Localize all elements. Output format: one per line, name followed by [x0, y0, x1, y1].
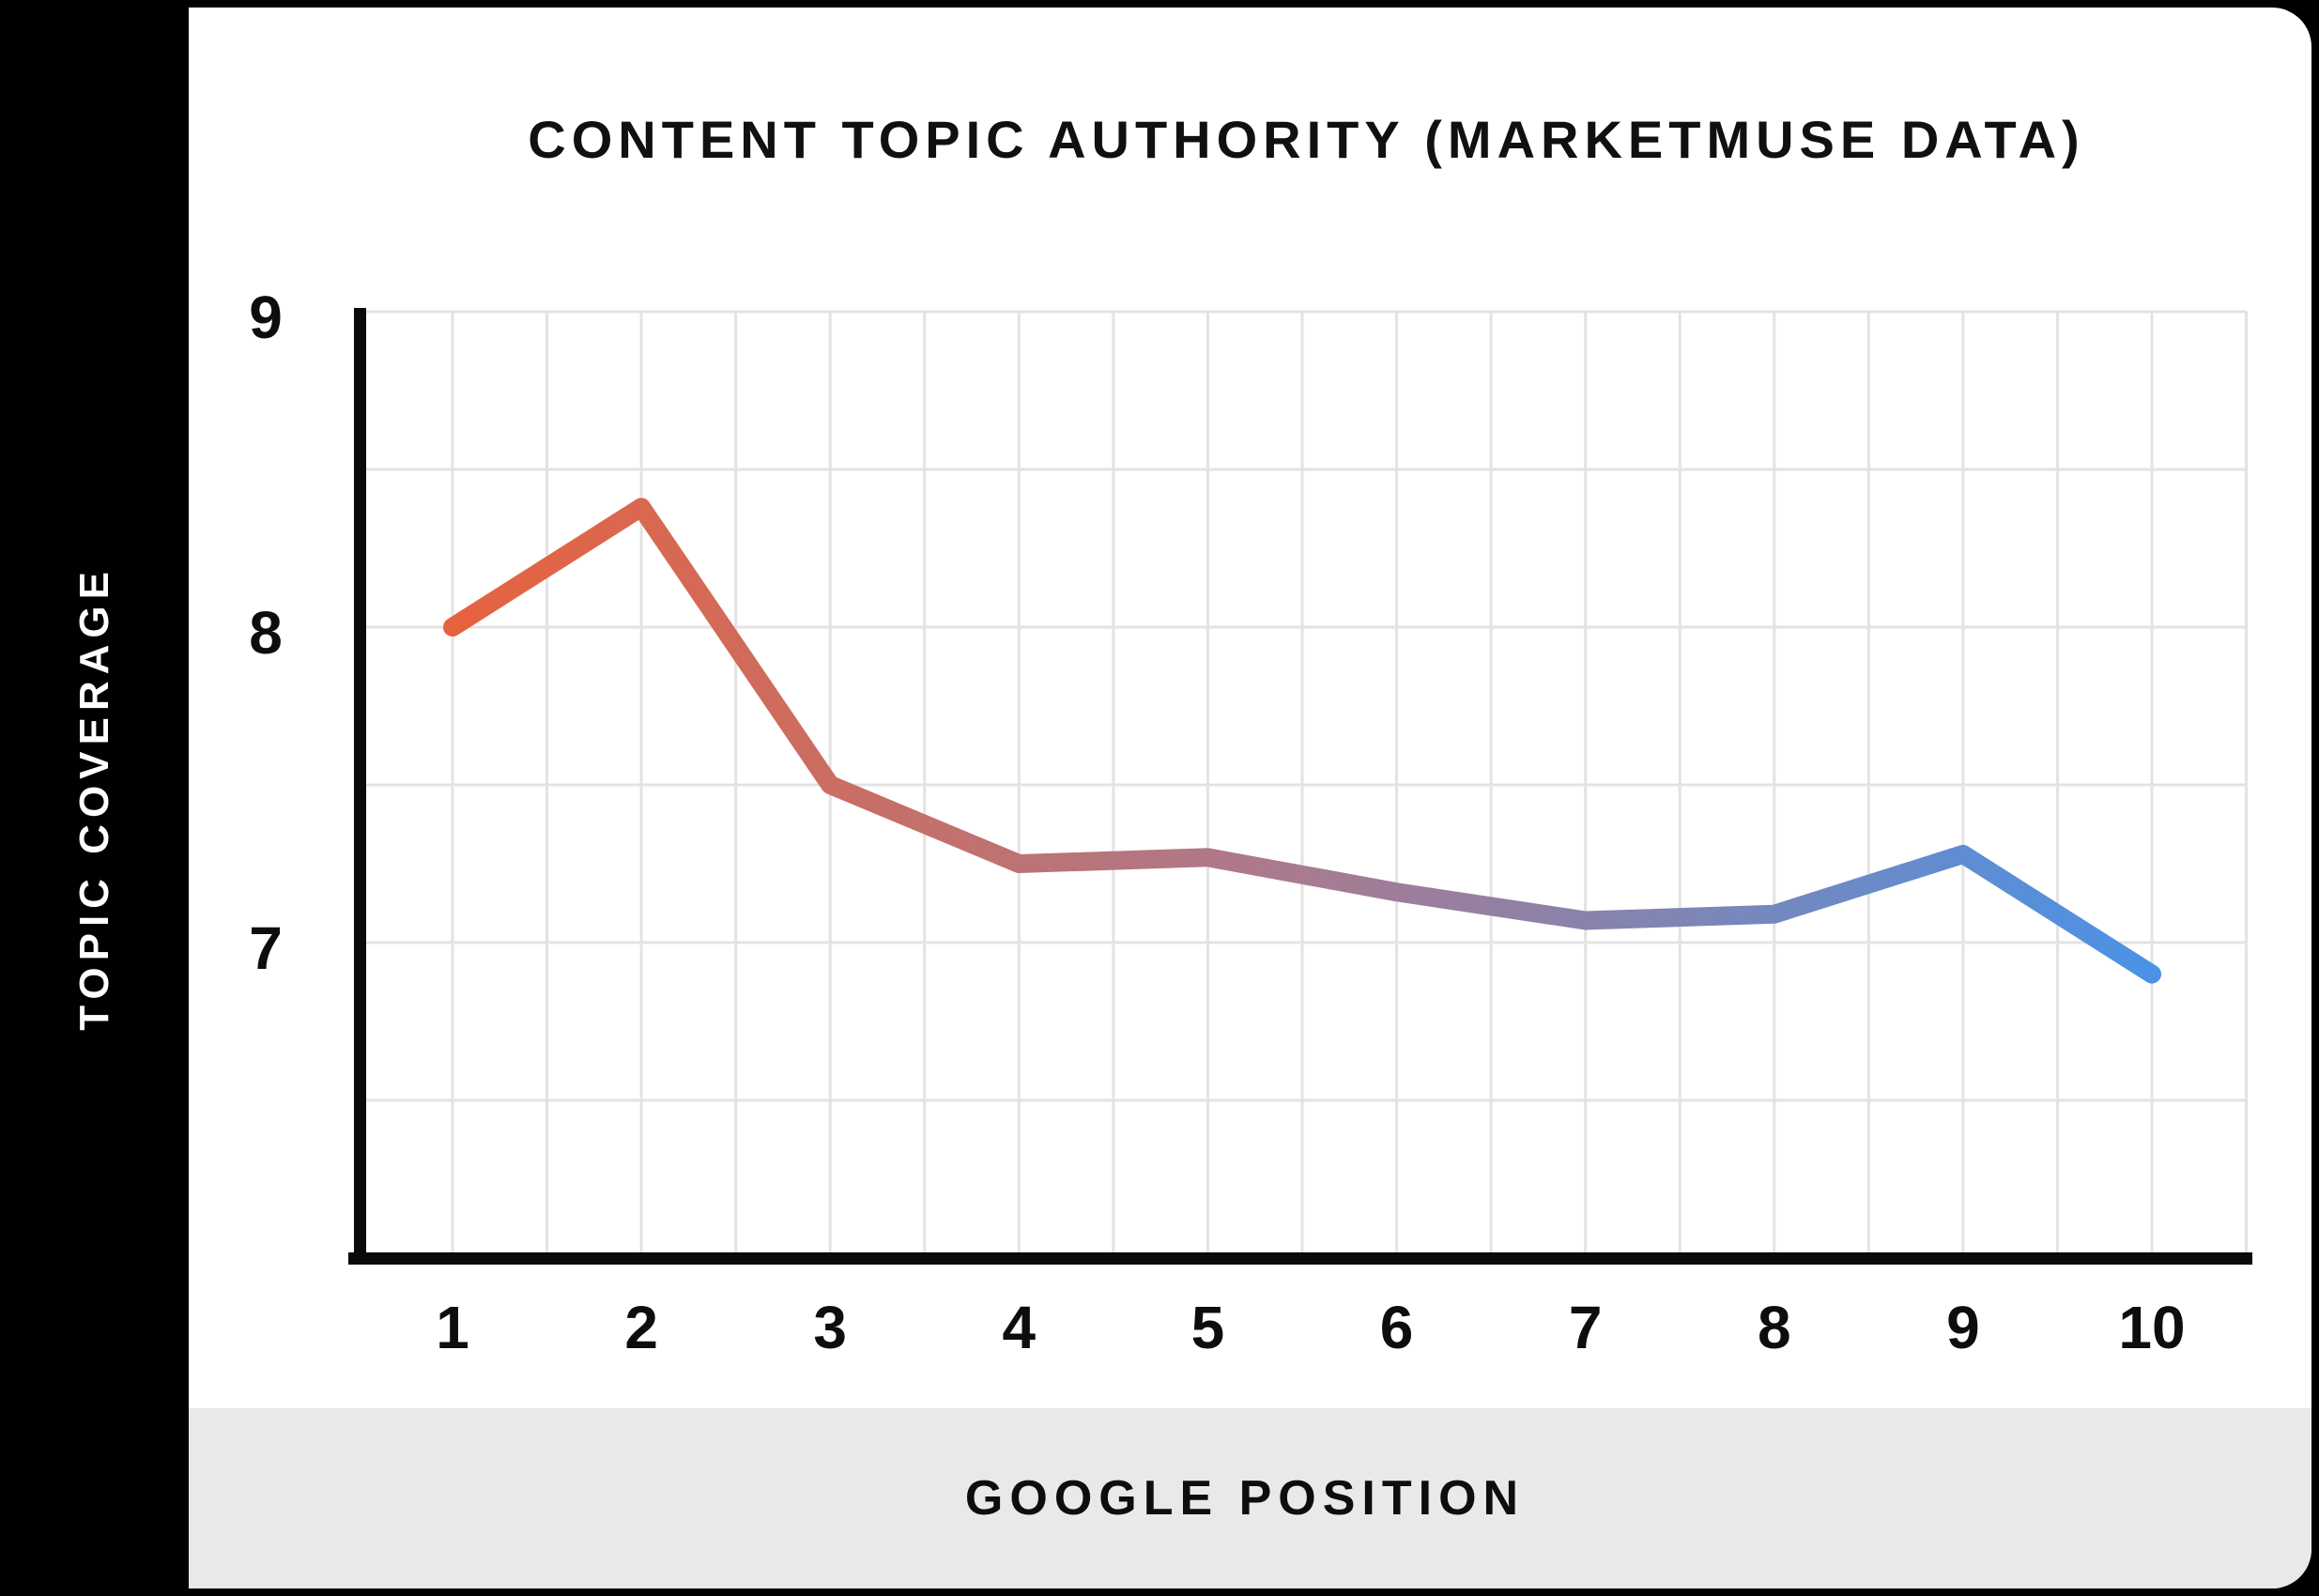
- x-axis-title: GOOGLE POSITION: [964, 1471, 1526, 1526]
- x-axis-title-band: GOOGLE POSITION: [0, 1408, 2311, 1588]
- chart-title: CONTENT TOPIC AUTHORITY (MARKETMUSE DATA…: [528, 110, 2085, 169]
- y-axis-title: TOPIC COVERAGE: [70, 565, 117, 1031]
- y-axis-title-bar: TOPIC COVERAGE: [0, 0, 189, 1596]
- chart-card: CONTENT TOPIC AUTHORITY (MARKETMUSE DATA…: [0, 8, 2311, 1588]
